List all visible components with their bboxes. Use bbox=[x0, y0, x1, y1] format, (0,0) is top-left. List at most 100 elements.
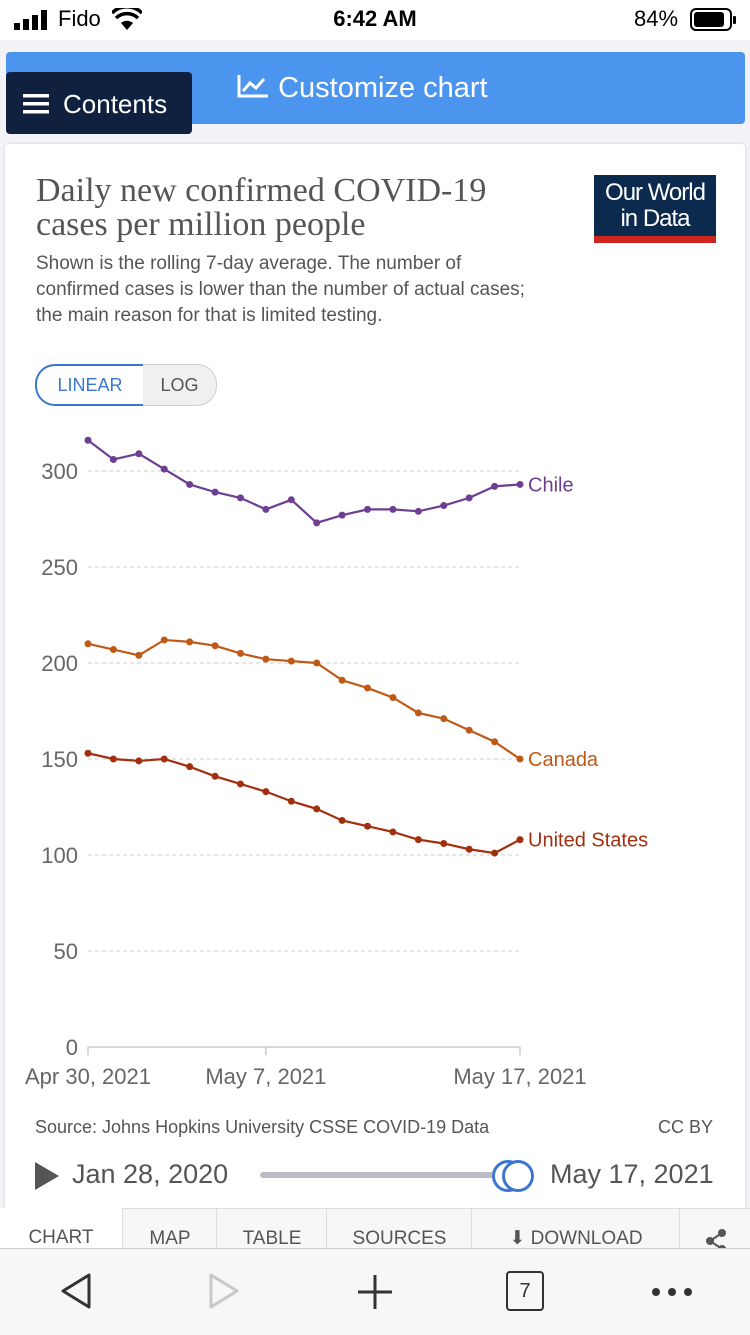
source-note[interactable]: Source: Johns Hopkins University CSSE CO… bbox=[35, 1117, 490, 1137]
data-point-united-states bbox=[465, 845, 473, 853]
tab-map[interactable]: MAP bbox=[122, 1208, 217, 1249]
timeline-end-date: May 17, 2021 bbox=[550, 1159, 714, 1189]
contents-label: Contents bbox=[63, 89, 168, 119]
more-icon[interactable] bbox=[650, 1287, 694, 1297]
y-tick-label: 100 bbox=[41, 843, 78, 868]
wifi-icon bbox=[112, 8, 142, 30]
data-point-united-states bbox=[287, 797, 295, 805]
data-point-united-states bbox=[262, 788, 270, 796]
data-point-chile bbox=[287, 496, 295, 504]
log-scale-button[interactable]: LOG bbox=[143, 364, 217, 406]
data-point-united-states bbox=[160, 755, 168, 763]
timeline-end-handle[interactable] bbox=[502, 1160, 534, 1192]
customize-chart-button[interactable]: Customize chart bbox=[236, 72, 488, 105]
logo-red-bar bbox=[594, 236, 716, 243]
signal-icon bbox=[14, 10, 47, 30]
chart-icon bbox=[237, 75, 268, 98]
tabs-button[interactable]: 7 bbox=[506, 1271, 544, 1311]
tab-table[interactable]: TABLE bbox=[216, 1208, 327, 1249]
license-label[interactable]: CC BY bbox=[658, 1117, 714, 1137]
chart-title: Daily new confirmed COVID-19 cases per m… bbox=[36, 172, 487, 243]
data-point-chile bbox=[338, 511, 346, 519]
tab-download-label: DOWNLOAD bbox=[530, 1228, 643, 1249]
y-tick-label: 150 bbox=[41, 747, 78, 772]
data-point-chile bbox=[440, 502, 448, 510]
battery-icon bbox=[690, 8, 736, 31]
series-line-chile bbox=[87, 439, 521, 525]
y-tick-label: 0 bbox=[66, 1035, 78, 1060]
data-point-canada bbox=[414, 709, 422, 717]
data-point-canada bbox=[186, 638, 194, 646]
data-point-united-states bbox=[440, 839, 448, 847]
y-tick-label: 250 bbox=[41, 555, 78, 580]
data-point-canada bbox=[516, 755, 524, 763]
data-point-canada bbox=[287, 657, 295, 665]
series-label-canada: Canada bbox=[528, 749, 599, 771]
data-point-chile bbox=[135, 450, 143, 458]
data-point-chile bbox=[516, 480, 524, 488]
data-point-chile bbox=[364, 505, 372, 513]
data-point-united-states bbox=[491, 849, 499, 857]
series-label-united-states: United States bbox=[528, 830, 648, 852]
data-point-united-states bbox=[364, 822, 372, 830]
data-point-chile bbox=[491, 482, 499, 490]
data-point-chile bbox=[84, 436, 92, 444]
y-tick-label: 50 bbox=[54, 939, 78, 964]
y-tick-label: 300 bbox=[41, 459, 78, 484]
line-chart: 0 50 100 150 200 250 300 Apr 30, 2021 May 7, 202… bbox=[25, 436, 648, 1089]
data-point-united-states bbox=[186, 763, 194, 771]
tab-chart[interactable]: CHART bbox=[0, 1208, 122, 1248]
play-icon[interactable] bbox=[35, 1162, 59, 1190]
data-point-chile bbox=[186, 480, 194, 488]
data-point-canada bbox=[135, 651, 143, 659]
data-point-canada bbox=[313, 659, 321, 667]
browser-toolbar bbox=[0, 1248, 750, 1335]
x-tick-label: May 7, 2021 bbox=[205, 1064, 326, 1089]
timeline-slider[interactable] bbox=[260, 1172, 510, 1178]
data-point-canada bbox=[84, 640, 92, 648]
download-icon: ⬇ bbox=[509, 1228, 526, 1249]
carrier-name: Fido bbox=[58, 6, 101, 31]
tab-sources[interactable]: SOURCES bbox=[326, 1208, 472, 1249]
owid-logo[interactable]: Our World in Data bbox=[594, 175, 716, 243]
contents-button[interactable]: Contents bbox=[6, 72, 192, 134]
new-tab-icon[interactable] bbox=[356, 1273, 394, 1311]
data-point-chile bbox=[389, 505, 397, 513]
data-point-canada bbox=[211, 642, 219, 650]
menu-icon bbox=[23, 94, 49, 114]
data-point-canada bbox=[465, 726, 473, 734]
data-point-united-states bbox=[135, 757, 143, 765]
tab-download[interactable]: ⬇ DOWNLOAD bbox=[471, 1208, 680, 1249]
tab-share[interactable] bbox=[679, 1208, 750, 1249]
data-point-united-states bbox=[211, 772, 219, 780]
back-icon[interactable] bbox=[58, 1271, 94, 1311]
data-point-canada bbox=[364, 684, 372, 692]
y-tick-label: 200 bbox=[41, 651, 78, 676]
data-point-canada bbox=[236, 649, 244, 657]
linear-scale-button[interactable]: LINEAR bbox=[35, 364, 145, 406]
logo-line-1: Our World bbox=[605, 179, 706, 206]
data-point-canada bbox=[389, 694, 397, 702]
data-point-united-states bbox=[236, 780, 244, 788]
clock: 6:42 AM bbox=[333, 6, 417, 31]
series-line-united-states bbox=[87, 752, 521, 855]
data-point-united-states bbox=[516, 836, 524, 844]
chart-card bbox=[5, 144, 745, 1334]
forward-icon[interactable] bbox=[206, 1271, 242, 1311]
data-point-united-states bbox=[109, 755, 117, 763]
data-point-canada bbox=[440, 715, 448, 723]
status-bar: Fido 6:42 AM 84% bbox=[0, 0, 750, 40]
timeline-start-date: Jan 28, 2020 bbox=[72, 1159, 229, 1189]
data-point-chile bbox=[236, 494, 244, 502]
data-point-canada bbox=[262, 655, 270, 663]
data-point-united-states bbox=[414, 836, 422, 844]
battery-percent: 84% bbox=[634, 6, 679, 31]
x-tick-label: Apr 30, 2021 bbox=[25, 1064, 151, 1089]
data-point-canada bbox=[160, 636, 168, 644]
data-point-united-states bbox=[84, 749, 92, 757]
logo-line-2: in Data bbox=[620, 205, 690, 232]
data-point-united-states bbox=[313, 805, 321, 813]
customize-chart-label: Customize chart bbox=[278, 72, 488, 104]
share-icon bbox=[705, 1229, 726, 1249]
data-point-chile bbox=[160, 465, 168, 473]
